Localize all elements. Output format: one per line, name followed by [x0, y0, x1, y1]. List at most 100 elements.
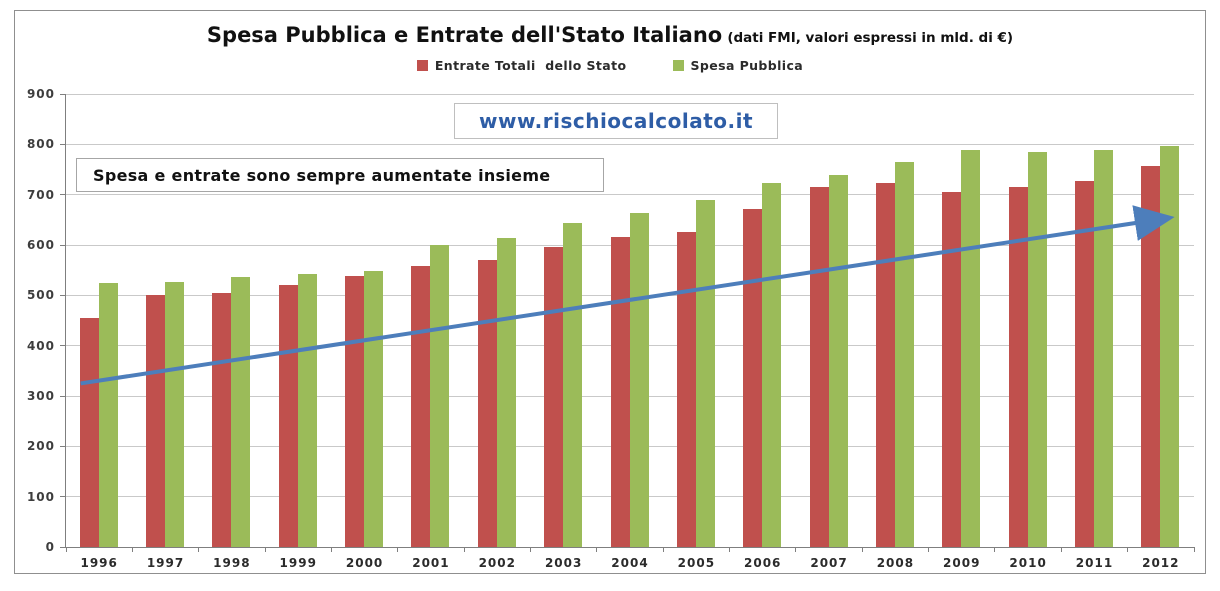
bar-spesa-1999 [297, 274, 317, 547]
y-tick-0 [60, 546, 66, 548]
y-axis-label-600: 600 [26, 238, 55, 252]
x-axis-label-2006: 2006 [744, 556, 782, 570]
x-axis-label-1997: 1997 [146, 556, 185, 570]
chart-legend: Entrate Totali dello Stato Spesa Pubblic… [15, 58, 1205, 73]
x-axis-label-2009: 2009 [943, 556, 981, 570]
y-axis-label-700: 700 [26, 187, 55, 202]
x-axis-label-2003: 2003 [544, 556, 583, 570]
legend-item-entrate: Entrate Totali dello Stato [416, 58, 627, 73]
bar-spesa-2012 [1160, 145, 1180, 547]
y-axis-label-800: 800 [26, 137, 55, 152]
x-tick-9 [662, 547, 664, 552]
legend-label-entrate: Entrate Totali dello Stato [434, 58, 627, 73]
y-tick-800 [60, 143, 66, 145]
x-axis-label-2012: 2012 [1142, 556, 1180, 570]
bar-entrate-2000 [345, 276, 365, 547]
bar-entrate-2007 [809, 187, 829, 547]
x-axis-label-1998: 1998 [213, 556, 251, 570]
y-axis-label-400: 400 [26, 338, 55, 353]
y-axis-label-900: 900 [26, 87, 55, 101]
bar-spesa-2001 [430, 245, 450, 547]
bar-entrate-2009 [942, 191, 962, 547]
bar-spesa-2005 [695, 200, 715, 547]
x-axis-label-2002: 2002 [478, 556, 516, 570]
plot-area: 0 100 200 300 400 500 600 700 800 900 1996 1997 1998… [27, 87, 1195, 570]
bar-spesa-1997 [165, 281, 185, 547]
y-axis-line [65, 94, 66, 547]
x-tick-0 [65, 547, 67, 552]
bar-spesa-2010 [1027, 151, 1047, 547]
x-axis-label-2001: 2001 [412, 556, 450, 570]
x-tick-4 [330, 547, 332, 552]
chart-title-row: Spesa Pubblica e Entrate dell'Stato Ital… [15, 23, 1205, 47]
gridline-900 [66, 93, 1194, 95]
y-tick-500 [60, 294, 66, 296]
bar-spesa-1996 [98, 282, 118, 547]
bar-entrate-2003 [544, 246, 564, 547]
y-tick-600 [60, 244, 66, 246]
x-tick-16 [1127, 547, 1129, 552]
gridline-800 [66, 143, 1194, 145]
x-tick-13 [928, 547, 930, 552]
x-tick-17 [1193, 547, 1195, 552]
chart-subtitle: (dati FMI, valori espressi in mld. di €) [727, 30, 1014, 46]
x-axis-line [60, 547, 1194, 548]
x-axis-label-2007: 2007 [810, 556, 848, 570]
y-tick-900 [60, 93, 66, 95]
y-axis-label-200: 200 [26, 439, 55, 454]
x-axis-label-1999: 1999 [279, 556, 317, 570]
x-axis-label-2008: 2008 [876, 556, 915, 570]
y-axis-label-0: 0 [45, 540, 55, 554]
bar-entrate-2002 [477, 259, 497, 547]
y-axis-label-500: 500 [26, 288, 55, 303]
x-tick-5 [397, 547, 399, 552]
watermark-link[interactable]: www.rischiocalcolato.it [478, 109, 754, 133]
x-tick-1 [131, 547, 133, 552]
bar-entrate-2005 [676, 232, 696, 547]
y-tick-300 [60, 395, 66, 397]
x-tick-3 [264, 547, 266, 552]
x-tick-12 [861, 547, 863, 552]
bar-entrate-2010 [1008, 187, 1028, 547]
bar-entrate-2011 [1074, 180, 1094, 547]
bar-spesa-2008 [894, 161, 914, 547]
y-tick-400 [60, 345, 66, 347]
annotation-note-text: Spesa e entrate sono sempre aumentate in… [93, 165, 551, 185]
watermark-box: www.rischiocalcolato.it [454, 103, 778, 139]
bar-entrate-2006 [743, 208, 763, 547]
x-tick-2 [198, 547, 200, 552]
bar-entrate-1998 [212, 292, 232, 547]
bar-entrate-2008 [875, 182, 895, 547]
bar-spesa-1998 [231, 276, 251, 547]
x-axis-label-2004: 2004 [611, 556, 649, 570]
bar-entrate-2012 [1141, 166, 1161, 547]
bar-entrate-1997 [146, 295, 166, 547]
bar-spesa-2007 [828, 174, 848, 547]
gridline-700 [66, 194, 1194, 196]
x-tick-11 [795, 547, 797, 552]
x-tick-15 [1060, 547, 1062, 552]
bar-spesa-2011 [1093, 149, 1113, 547]
x-axis-label-2010: 2010 [1009, 556, 1047, 570]
legend-item-spesa: Spesa Pubblica [672, 58, 804, 73]
bar-entrate-2001 [411, 266, 431, 547]
bar-spesa-2000 [364, 270, 384, 547]
x-tick-8 [596, 547, 598, 552]
y-tick-700 [60, 194, 66, 196]
y-tick-200 [60, 445, 66, 447]
bar-spesa-2003 [563, 222, 583, 547]
x-tick-7 [529, 547, 531, 552]
bar-spesa-2002 [496, 237, 516, 547]
bar-entrate-1999 [278, 285, 298, 547]
legend-swatch-entrate-icon [416, 60, 428, 71]
bar-spesa-2009 [961, 149, 981, 547]
chart-frame: Spesa Pubblica e Entrate dell'Stato Ital… [14, 10, 1206, 574]
bar-spesa-2004 [629, 212, 649, 547]
bar-entrate-2004 [610, 237, 630, 547]
bar-entrate-1996 [79, 317, 99, 547]
x-axis-label-1996: 1996 [80, 556, 118, 570]
x-axis-label-2000: 2000 [345, 556, 384, 570]
y-axis-label-300: 300 [26, 389, 55, 403]
y-axis-label-100: 100 [26, 489, 55, 504]
x-axis-label-2005: 2005 [677, 556, 716, 570]
